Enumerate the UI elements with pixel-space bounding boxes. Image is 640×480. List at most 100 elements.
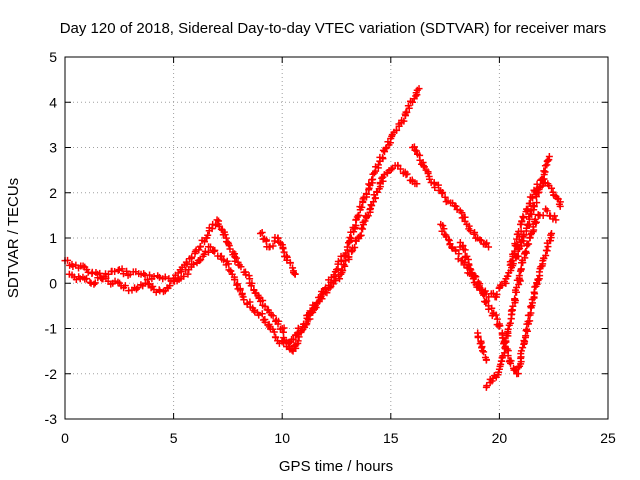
data-point [517, 347, 525, 355]
data-point [211, 246, 219, 254]
data-point [303, 320, 311, 328]
data-point [342, 257, 350, 265]
data-point [545, 153, 553, 161]
data-point [188, 253, 196, 261]
data-point [269, 242, 277, 250]
data-point [507, 258, 515, 266]
data-point [518, 218, 526, 226]
data-point [180, 272, 188, 280]
y-tick-label: 0 [49, 275, 57, 291]
data-point [556, 202, 564, 210]
data-point [307, 309, 315, 317]
data-point [196, 257, 204, 265]
data-point [507, 357, 515, 365]
data-point [132, 285, 140, 293]
data-point [514, 364, 522, 372]
data-point [306, 315, 314, 323]
data-point [439, 189, 447, 197]
data-point [524, 317, 532, 325]
data-point [283, 253, 291, 261]
data-point [483, 239, 491, 247]
data-point [227, 267, 235, 275]
data-point [480, 291, 488, 299]
data-point [382, 144, 390, 152]
data-point [177, 268, 185, 276]
data-point [536, 183, 544, 191]
data-point [150, 273, 158, 281]
data-point [531, 188, 539, 196]
data-points [61, 85, 564, 391]
data-point [465, 261, 473, 269]
data-point [511, 295, 519, 303]
data-point [466, 227, 474, 235]
data-point [400, 117, 408, 125]
data-point [492, 311, 500, 319]
data-point [326, 284, 334, 292]
data-point [368, 202, 376, 210]
data-point [279, 244, 287, 252]
data-point [366, 205, 374, 213]
series-track-b [65, 161, 421, 351]
data-point [412, 147, 420, 155]
data-point [371, 194, 379, 202]
data-point [111, 268, 119, 276]
data-point [446, 240, 454, 248]
data-point [526, 210, 534, 218]
data-point [362, 190, 370, 198]
data-point [358, 203, 366, 211]
data-point [233, 281, 241, 289]
data-point [291, 270, 299, 278]
data-point [231, 257, 239, 265]
data-point [387, 166, 395, 174]
data-point [419, 162, 427, 170]
data-point [351, 243, 359, 251]
data-point [498, 281, 506, 289]
data-point [351, 225, 359, 233]
data-point [543, 207, 551, 215]
data-point [519, 259, 527, 267]
series-track-f [456, 229, 556, 378]
data-point [149, 282, 157, 290]
x-axis-label: GPS time / hours [279, 458, 393, 475]
data-point [496, 322, 504, 330]
data-point [551, 212, 559, 220]
data-point [274, 320, 282, 328]
data-point [424, 168, 432, 176]
data-point [509, 302, 517, 310]
data-point [482, 298, 490, 306]
y-tick-label: -2 [45, 366, 58, 382]
data-point [403, 108, 411, 116]
data-point [240, 296, 248, 304]
x-tick-label: 10 [274, 430, 290, 446]
data-point [526, 311, 534, 319]
data-point [517, 227, 525, 235]
data-point [548, 184, 556, 192]
data-point [332, 277, 340, 285]
data-point [348, 248, 356, 256]
y-tick-label: 4 [49, 94, 57, 110]
data-point [485, 243, 493, 251]
data-point [515, 280, 523, 288]
data-point [83, 275, 91, 283]
data-point [493, 291, 501, 299]
data-point [379, 154, 387, 162]
data-point [471, 272, 479, 280]
data-point [532, 218, 540, 226]
data-point [543, 247, 551, 255]
data-point [323, 289, 331, 297]
data-point [444, 236, 452, 244]
data-point [480, 290, 488, 298]
data-point [471, 229, 479, 237]
series-track-d [409, 143, 493, 251]
x-tick-label: 15 [383, 430, 399, 446]
y-tick-label: 3 [49, 140, 57, 156]
data-point [336, 275, 344, 283]
data-point [289, 264, 297, 272]
data-point [220, 256, 228, 264]
data-point [197, 242, 205, 250]
data-point [340, 261, 348, 269]
data-point [533, 199, 541, 207]
data-point [363, 213, 371, 221]
data-point [341, 262, 349, 270]
series-track-h [482, 205, 560, 391]
